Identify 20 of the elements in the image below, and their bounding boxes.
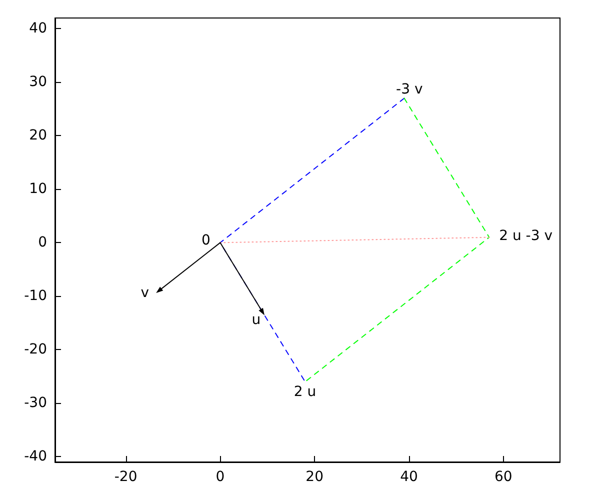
annotation: v <box>140 284 150 301</box>
y-tick-label: 20 <box>29 128 47 144</box>
annotation: -3 v <box>396 82 423 98</box>
annotation: 2 u <box>294 384 316 400</box>
y-tick-label: 40 <box>29 20 47 37</box>
y-tick-label: -10 <box>24 288 47 304</box>
x-tick-label: 0 <box>216 469 225 485</box>
x-tick-label: 40 <box>400 469 418 485</box>
annotation: 0 <box>201 232 210 249</box>
annotation: 2 u -3 v <box>499 228 552 244</box>
y-tick-label: -20 <box>24 342 47 358</box>
y-tick-label: 10 <box>29 181 47 198</box>
y-tick-label: 30 <box>29 74 47 90</box>
y-tick-label: -40 <box>24 448 47 465</box>
x-tick-label: 20 <box>306 469 324 485</box>
y-tick-label: -30 <box>24 395 47 412</box>
y-tick-label: 0 <box>38 234 47 251</box>
x-tick-label: -20 <box>114 469 138 485</box>
annotation: u <box>252 312 261 328</box>
x-tick-label: 60 <box>494 469 512 485</box>
